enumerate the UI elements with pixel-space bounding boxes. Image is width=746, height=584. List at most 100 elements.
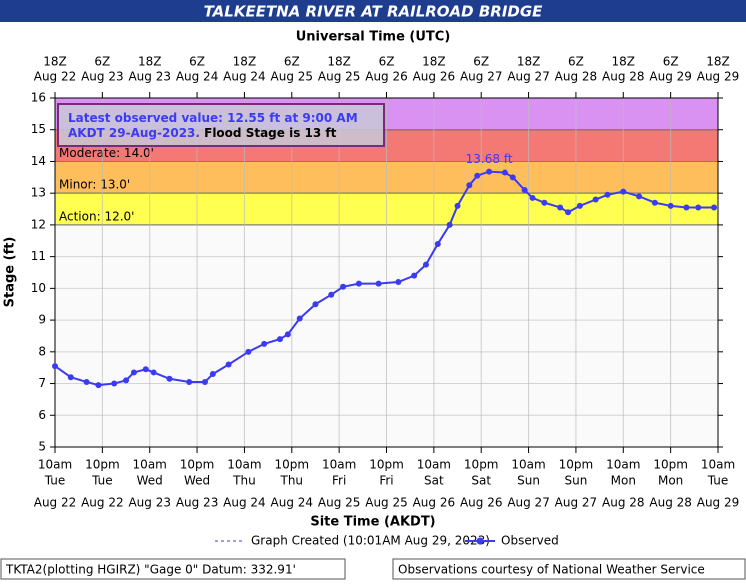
series-point xyxy=(604,191,611,198)
info-latest-cont: AKDT 29-Aug-2023. xyxy=(68,126,204,140)
x-tick-date: Aug 23 xyxy=(128,496,171,510)
info-box xyxy=(57,103,385,147)
series-point xyxy=(501,169,508,176)
top-tick-date: Aug 22 xyxy=(34,70,77,84)
y-tick-label: 12 xyxy=(31,217,46,231)
x-tick-date: Aug 24 xyxy=(271,496,314,510)
series-point xyxy=(422,261,429,268)
x-tick-date: Aug 26 xyxy=(460,496,503,510)
series-point xyxy=(565,209,572,216)
flood-band-label: Action: 12.0' xyxy=(59,209,134,223)
series-point xyxy=(67,374,74,381)
top-tick-date: Aug 25 xyxy=(271,70,314,84)
series-point xyxy=(166,375,173,382)
x-tick-label: 10am xyxy=(38,458,72,472)
top-tick-label: 18Z xyxy=(706,55,730,69)
x-tick-day: Sun xyxy=(517,474,540,488)
footer-box-left xyxy=(0,558,346,580)
top-tick-label: 6Z xyxy=(94,55,110,69)
series-point xyxy=(434,240,441,247)
series-point xyxy=(375,280,382,287)
y-tick-label: 5 xyxy=(38,440,46,454)
series-point xyxy=(209,371,216,378)
x-tick-label: 10pm xyxy=(180,458,215,472)
series-point xyxy=(486,168,493,175)
x-tick-label: 10pm xyxy=(369,458,404,472)
x-tick-date: Aug 26 xyxy=(413,496,456,510)
x-tick-date: Aug 27 xyxy=(507,496,550,510)
legend-observed: Observed xyxy=(501,534,559,548)
series-point xyxy=(466,182,473,189)
series-point xyxy=(541,199,548,206)
y-tick-label: 7 xyxy=(38,376,46,390)
series-point xyxy=(474,172,481,179)
series-point xyxy=(521,187,528,194)
x-tick-date: Aug 28 xyxy=(649,496,692,510)
y-tick-label: 11 xyxy=(31,249,46,263)
chart-title: TALKEETNA RIVER AT RAILROAD BRIDGE xyxy=(204,3,544,21)
top-tick-date: Aug 27 xyxy=(460,70,503,84)
series-point xyxy=(557,204,564,211)
y-tick-label: 15 xyxy=(31,122,46,136)
series-point xyxy=(312,301,319,308)
series-point xyxy=(95,382,102,389)
x-tick-day: Thu xyxy=(280,474,304,488)
top-tick-date: Aug 27 xyxy=(507,70,550,84)
x-tick-day: Fri xyxy=(332,474,346,488)
top-tick-label: 6Z xyxy=(473,55,489,69)
series-point xyxy=(446,221,453,228)
series-point xyxy=(245,348,252,355)
series-point xyxy=(83,378,90,385)
series-point xyxy=(683,204,690,211)
legend-created: Graph Created (10:01AM Aug 29, 2023) xyxy=(251,534,490,548)
top-tick-date: Aug 29 xyxy=(649,70,692,84)
series-point xyxy=(636,193,643,200)
x-tick-label: 10am xyxy=(511,458,545,472)
plot-border xyxy=(54,97,719,448)
y-tick-label: 16 xyxy=(31,91,46,105)
top-tick-label: 18Z xyxy=(327,55,351,69)
top-tick-label: 6Z xyxy=(379,55,395,69)
series-point xyxy=(130,369,137,376)
top-tick-label: 6Z xyxy=(568,55,584,69)
top-tick-date: Aug 25 xyxy=(318,70,361,84)
top-tick-date: Aug 23 xyxy=(81,70,124,84)
x-tick-label: 10pm xyxy=(653,458,688,472)
top-axis-title: Universal Time (UTC) xyxy=(296,30,451,45)
x-tick-label: 10am xyxy=(417,458,451,472)
footer-left: TKTA2(plotting HGIRZ) "Gage 0" Datum: 33… xyxy=(5,563,296,577)
legend: Graph Created (10:01AM Aug 29, 2023) Obs… xyxy=(215,534,559,548)
y-tick-label: 13 xyxy=(31,186,46,200)
top-tick-date: Aug 24 xyxy=(176,70,219,84)
peak-annotation: 13.68 ft xyxy=(466,152,513,166)
series-point xyxy=(711,204,718,211)
top-tick-label: 18Z xyxy=(612,55,636,69)
series-point xyxy=(142,366,149,373)
series-point xyxy=(150,369,157,376)
series-point xyxy=(651,199,658,206)
x-tick-date: Aug 22 xyxy=(34,496,77,510)
top-tick-date: Aug 28 xyxy=(602,70,645,84)
x-tick-label: 10am xyxy=(606,458,640,472)
x-tick-day: Tue xyxy=(707,474,729,488)
x-tick-date: Aug 22 xyxy=(81,496,124,510)
y-tick-label: 9 xyxy=(38,313,46,327)
x-tick-label: 10am xyxy=(701,458,735,472)
series-point xyxy=(201,378,208,385)
series-point xyxy=(411,272,418,279)
x-tick-label: 10pm xyxy=(464,458,499,472)
x-tick-day: Mon xyxy=(611,474,636,488)
series-point xyxy=(667,202,674,209)
series-point xyxy=(284,331,291,338)
top-tick-date: Aug 28 xyxy=(555,70,598,84)
x-tick-day: Wed xyxy=(137,474,163,488)
y-tick-label: 14 xyxy=(31,154,46,168)
flood-band-label: Minor: 13.0' xyxy=(59,178,130,192)
x-tick-date: Aug 23 xyxy=(176,496,219,510)
top-tick-date: Aug 26 xyxy=(413,70,456,84)
top-tick-label: 18Z xyxy=(43,55,67,69)
series-point xyxy=(695,204,702,211)
x-tick-day: Fri xyxy=(379,474,393,488)
